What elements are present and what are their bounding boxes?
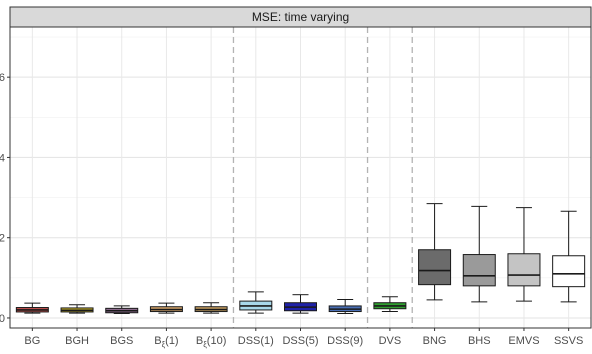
box-iqr [462, 254, 496, 287]
x-tick-label: BHS [468, 335, 491, 347]
x-tick-label: SSVS [554, 335, 583, 347]
facet-strip [9, 6, 592, 28]
facet-strip-title: MSE: time varying [252, 10, 349, 24]
boxplot [60, 304, 94, 314]
x-tick-label: Bξ(1) [154, 335, 178, 349]
boxplot [373, 296, 407, 313]
x-tick-label: DSS(5) [282, 335, 318, 347]
boxplot [462, 205, 496, 303]
boxplot [507, 207, 541, 302]
x-tick-label: BGS [110, 335, 133, 347]
x-tick-label: BNG [423, 335, 447, 347]
x-tick-label: BG [24, 335, 40, 347]
group-separators [232, 27, 413, 328]
y-tick-label: 4 [0, 152, 5, 164]
boxplot [328, 299, 362, 315]
y-tick-label: 2 [0, 233, 5, 245]
boxplot [149, 302, 183, 314]
boxplot [105, 305, 139, 315]
boxplot [15, 302, 49, 314]
x-axis-ticks: BG BGH BGS Bξ(1) Bξ(10) DSS(1) DSS(5) DSS(9) DVS… [24, 328, 583, 349]
y-tick-label: 0 [0, 313, 5, 325]
boxplot [418, 203, 452, 301]
x-tick-label: DVS [379, 335, 402, 347]
y-axis-ticks: 0 2 4 6 [0, 72, 10, 325]
boxplot [194, 302, 228, 314]
x-tick-label: EMVS [508, 335, 539, 347]
boxplot [284, 294, 317, 314]
x-tick-label: DSS(1) [238, 335, 274, 347]
box-iqr [507, 253, 541, 287]
x-tick-label: Bξ(10) [196, 335, 227, 349]
boxplots [15, 203, 586, 315]
grid-lines [10, 27, 591, 328]
x-tick-label: DSS(9) [327, 335, 363, 347]
box-iqr [418, 249, 452, 286]
x-tick-label: BGH [65, 335, 89, 347]
y-tick-label: 6 [0, 72, 5, 84]
boxplot [552, 210, 586, 303]
box-iqr [552, 255, 586, 288]
boxplot [239, 291, 273, 314]
